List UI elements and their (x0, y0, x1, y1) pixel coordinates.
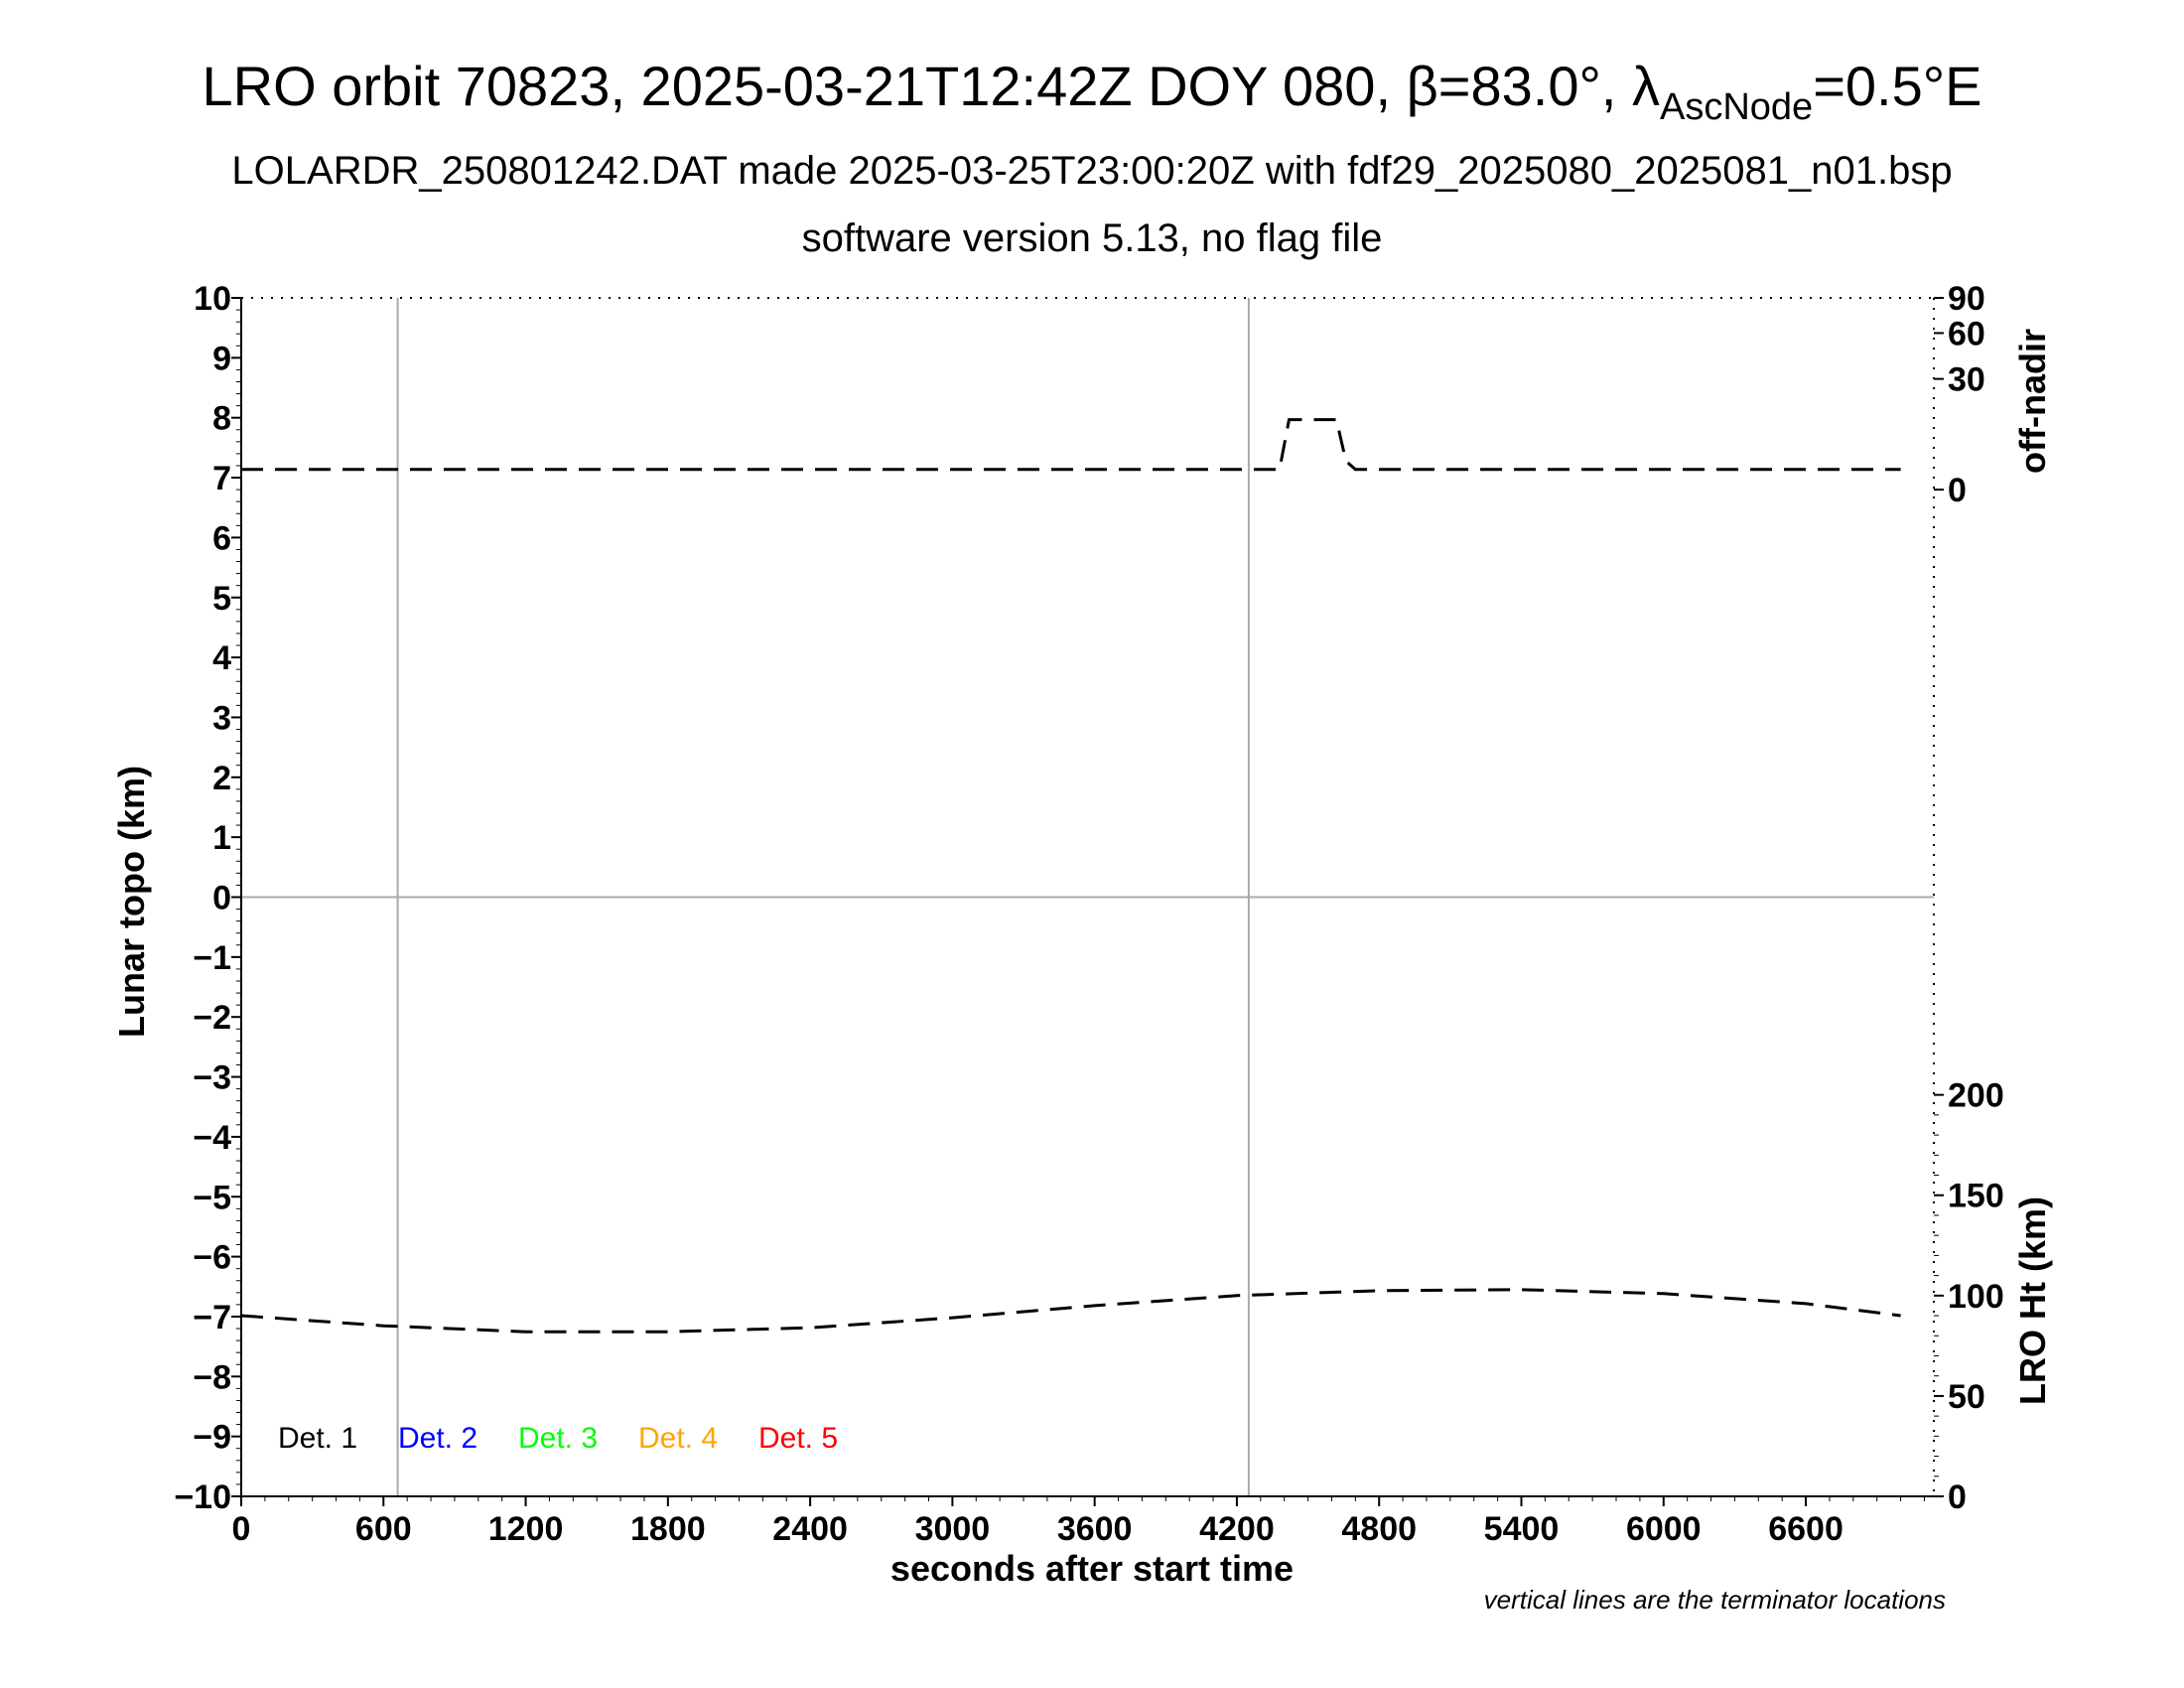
x-tick-label: 5400 (1484, 1510, 1560, 1548)
y-tick-label: 0 (212, 880, 231, 917)
legend-entry-det-4: Det. 4 (638, 1422, 718, 1455)
y-tick-label: 5 (212, 580, 231, 618)
lro-height-tick-label: 100 (1948, 1278, 2004, 1316)
y-tick-label: −7 (193, 1299, 231, 1336)
x-tick-label: 3600 (1057, 1510, 1133, 1548)
terminator-footnote: vertical lines are the terminator locati… (1484, 1585, 1946, 1615)
x-tick-label: 3000 (915, 1510, 991, 1548)
y-tick-label: −9 (193, 1419, 231, 1457)
off-nadir-series-line (241, 418, 1901, 472)
y-tick-label: −6 (193, 1239, 231, 1277)
x-tick-label: 0 (232, 1510, 251, 1548)
y-tick-label: 9 (212, 340, 231, 377)
legend-entry-det-3: Det. 3 (518, 1422, 598, 1455)
lro-height-tick-label: 50 (1948, 1378, 1985, 1416)
y-tick-label: 8 (212, 400, 231, 438)
chart-title: LRO orbit 70823, 2025-03-21T12:42Z DOY 0… (0, 52, 2184, 142)
lro-height-axis-title: LRO Ht (km) (2012, 1196, 2053, 1405)
chart-subtitle-file: LOLARDR_250801242.DAT made 2025-03-25T23… (231, 149, 1953, 193)
x-tick-label: 600 (355, 1510, 412, 1548)
title-main: LRO orbit 70823, 2025-03-21T12:42Z DOY 0… (202, 55, 1660, 117)
x-tick-label: 4200 (1199, 1510, 1275, 1548)
lro-height-tick-label: 150 (1948, 1178, 2004, 1215)
y-tick-label: −10 (174, 1478, 231, 1516)
x-axis-title: seconds after start time (890, 1548, 1294, 1589)
y-tick-label: 6 (212, 519, 231, 557)
y-tick-label: 10 (194, 280, 231, 318)
tick-layer (231, 297, 1944, 1506)
y-axis-title: Lunar topo (km) (111, 766, 152, 1038)
chart-subtitle-version: software version 5.13, no flag file (801, 216, 1383, 260)
lro-height-tick-label: 0 (1948, 1478, 1967, 1516)
y-tick-label: −5 (193, 1179, 231, 1216)
legend-entry-det-5: Det. 5 (758, 1422, 838, 1455)
legend-entry-det-1: Det. 1 (278, 1422, 357, 1455)
grid-layer (241, 298, 1934, 1496)
x-tick-label: 4800 (1341, 1510, 1417, 1548)
off-nadir-tick-label: 60 (1948, 315, 1985, 352)
y-tick-label: 3 (212, 699, 231, 737)
x-tick-label: 1800 (630, 1510, 706, 1548)
y-tick-label: −2 (193, 999, 231, 1037)
y-tick-label: 7 (212, 460, 231, 497)
y-tick-label: −3 (193, 1059, 231, 1097)
title-subscript: AscNode (1659, 86, 1814, 128)
x-tick-label: 2400 (772, 1510, 848, 1548)
legend-entry-det-2: Det. 2 (398, 1422, 478, 1455)
y-tick-label: 1 (212, 819, 231, 857)
legend: Det. 1 Det. 2 Det. 3 Det. 4 Det. 5 (278, 1422, 838, 1455)
y-tick-label: 2 (212, 760, 231, 797)
off-nadir-axis-title: off-nadir (2012, 329, 2053, 474)
y-tick-label: −8 (193, 1358, 231, 1396)
lro-height-series-line (240, 1288, 1901, 1334)
x-tick-label: 1200 (488, 1510, 564, 1548)
lro-height-tick-label: 200 (1948, 1077, 2004, 1115)
off-nadir-tick-label: 30 (1948, 361, 1985, 399)
y-tick-label: 4 (212, 639, 231, 677)
x-tick-label: 6600 (1768, 1510, 1843, 1548)
title-tail: =0.5°E (1813, 55, 1982, 117)
x-tick-label: 6000 (1626, 1510, 1702, 1548)
off-nadir-tick-label: 0 (1948, 472, 1967, 509)
series-layer (240, 418, 1901, 1334)
y-tick-label: −4 (193, 1119, 231, 1157)
y-tick-label: −1 (193, 939, 231, 977)
off-nadir-tick-label: 90 (1948, 280, 1985, 318)
